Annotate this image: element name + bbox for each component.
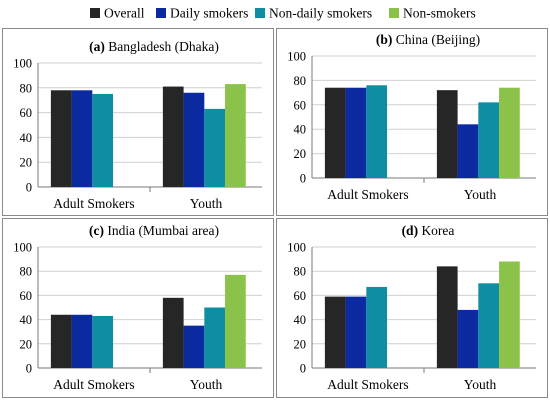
bar-overall-adult-smokers <box>324 87 346 178</box>
y-tick-label: 100 <box>287 50 306 64</box>
bar-daily-smokers-youth <box>457 124 479 178</box>
panel-letter: (c) <box>89 223 104 238</box>
bar-overall-adult-smokers <box>50 90 72 187</box>
x-tick-label: Youth <box>464 187 497 202</box>
legend-item-daily-smokers: Daily smokers <box>156 6 248 21</box>
bar-overall-youth <box>162 297 184 368</box>
bar-overall-adult-smokers <box>324 296 346 368</box>
y-tick-label: 100 <box>13 57 32 71</box>
bar-overall-youth <box>436 266 458 368</box>
bar-non-daily-smokers-adult-smokers <box>92 315 114 368</box>
x-tick-label: Youth <box>190 377 223 392</box>
y-tick-label: 80 <box>294 74 307 88</box>
bar-daily-smokers-youth <box>183 325 205 368</box>
legend-label-overall: Overall <box>104 6 145 21</box>
legend: Overall Daily smokers Non-daily smokers … <box>90 6 476 21</box>
bar-non-daily-smokers-adult-smokers <box>366 286 388 368</box>
bar-non-daily-smokers-youth <box>204 108 226 187</box>
legend-item-non-daily-smokers: Non-daily smokers <box>255 6 372 21</box>
bar-non-daily-smokers-adult-smokers <box>366 85 388 178</box>
panel-title: (b) China (Beijing) <box>376 32 480 47</box>
y-tick-label: 60 <box>294 289 307 303</box>
panel-border <box>276 28 548 216</box>
y-tick-label: 0 <box>26 362 32 376</box>
bar-non-daily-smokers-youth <box>478 102 500 178</box>
legend-item-non-smokers: Non-smokers <box>389 6 476 21</box>
y-tick-label: 20 <box>294 337 307 351</box>
chart-panels: (a) Bangladesh (Dhaka) 0 20 40 60 80 100 Adult … <box>2 28 548 398</box>
y-tick-label: 60 <box>20 106 33 120</box>
y-tick-label: 20 <box>20 337 33 351</box>
bar-daily-smokers-youth <box>183 92 205 187</box>
chart-panel-4: (d) Korea 0 20 40 60 80 100 Adult Smokers Youth <box>276 218 548 398</box>
panel-title: (d) Korea <box>402 223 455 238</box>
bar-overall-youth <box>436 90 458 178</box>
bar-non-smokers-youth <box>225 274 246 368</box>
bar-non-smokers-youth <box>499 87 520 178</box>
y-tick-label: 20 <box>20 156 33 170</box>
panel-border <box>276 218 548 398</box>
y-tick-label: 80 <box>20 265 33 279</box>
panel-title-text: Bangladesh (Dhaka) <box>105 39 219 54</box>
panel-title: (a) Bangladesh (Dhaka) <box>89 39 219 54</box>
y-tick-label: 0 <box>300 362 306 376</box>
panel-letter: (b) <box>376 32 393 47</box>
x-tick-label: Youth <box>464 377 497 392</box>
bar-non-smokers-youth <box>499 261 520 368</box>
legend-label-non-daily-smokers: Non-daily smokers <box>269 6 372 21</box>
x-tick-label: Adult Smokers <box>327 377 408 392</box>
y-tick-label: 40 <box>20 313 33 327</box>
chart-panel-1: (a) Bangladesh (Dhaka) 0 20 40 60 80 100 Adult … <box>2 28 274 216</box>
legend-label-daily-smokers: Daily smokers <box>170 6 248 21</box>
y-tick-label: 100 <box>13 241 32 255</box>
y-tick-label: 40 <box>294 313 307 327</box>
y-tick-label: 60 <box>20 289 33 303</box>
bar-non-daily-smokers-youth <box>204 307 226 368</box>
panel-title-text: Korea <box>418 223 454 238</box>
y-tick-label: 20 <box>294 147 307 161</box>
y-tick-label: 80 <box>20 81 33 95</box>
panel-letter: (a) <box>89 39 105 54</box>
bar-non-smokers-youth <box>225 84 246 187</box>
bar-daily-smokers-adult-smokers <box>345 296 367 368</box>
bar-non-daily-smokers-youth <box>478 283 500 368</box>
panel-title: (c) India (Mumbai area) <box>89 223 219 238</box>
legend-label-non-smokers: Non-smokers <box>403 6 476 21</box>
x-tick-label: Adult Smokers <box>327 187 408 202</box>
bar-daily-smokers-adult-smokers <box>71 90 93 187</box>
bar-overall-youth <box>162 86 184 187</box>
bar-daily-smokers-youth <box>457 309 479 368</box>
bar-overall-adult-smokers <box>50 314 72 368</box>
x-tick-label: Adult Smokers <box>53 377 134 392</box>
y-tick-label: 0 <box>300 172 306 186</box>
y-tick-label: 100 <box>287 241 306 255</box>
x-tick-label: Adult Smokers <box>53 196 134 211</box>
legend-swatch-non-daily-smokers <box>255 8 265 18</box>
panel-letter: (d) <box>402 223 419 238</box>
legend-swatch-non-smokers <box>389 8 399 18</box>
y-tick-label: 40 <box>294 123 307 137</box>
x-tick-label: Youth <box>190 196 223 211</box>
bar-non-daily-smokers-adult-smokers <box>92 94 114 187</box>
panel-title-text: China (Beijing) <box>392 32 480 47</box>
y-tick-label: 0 <box>26 181 32 195</box>
legend-swatch-daily-smokers <box>156 8 166 18</box>
bar-daily-smokers-adult-smokers <box>71 314 93 368</box>
chart-panel-3: (c) India (Mumbai area) 0 20 40 60 80 100 Adult… <box>2 218 274 398</box>
panel-border <box>2 218 274 398</box>
y-tick-label: 60 <box>294 98 307 112</box>
panel-title-text: India (Mumbai area) <box>104 223 219 238</box>
y-tick-label: 80 <box>294 265 307 279</box>
legend-swatch-overall <box>90 8 100 18</box>
panel-border <box>2 28 274 216</box>
legend-item-overall: Overall <box>90 6 145 21</box>
chart-panel-2: (b) China (Beijing) 0 20 40 60 80 100 Adult Smo… <box>276 28 548 216</box>
y-tick-label: 40 <box>20 131 33 145</box>
bar-daily-smokers-adult-smokers <box>345 87 367 178</box>
